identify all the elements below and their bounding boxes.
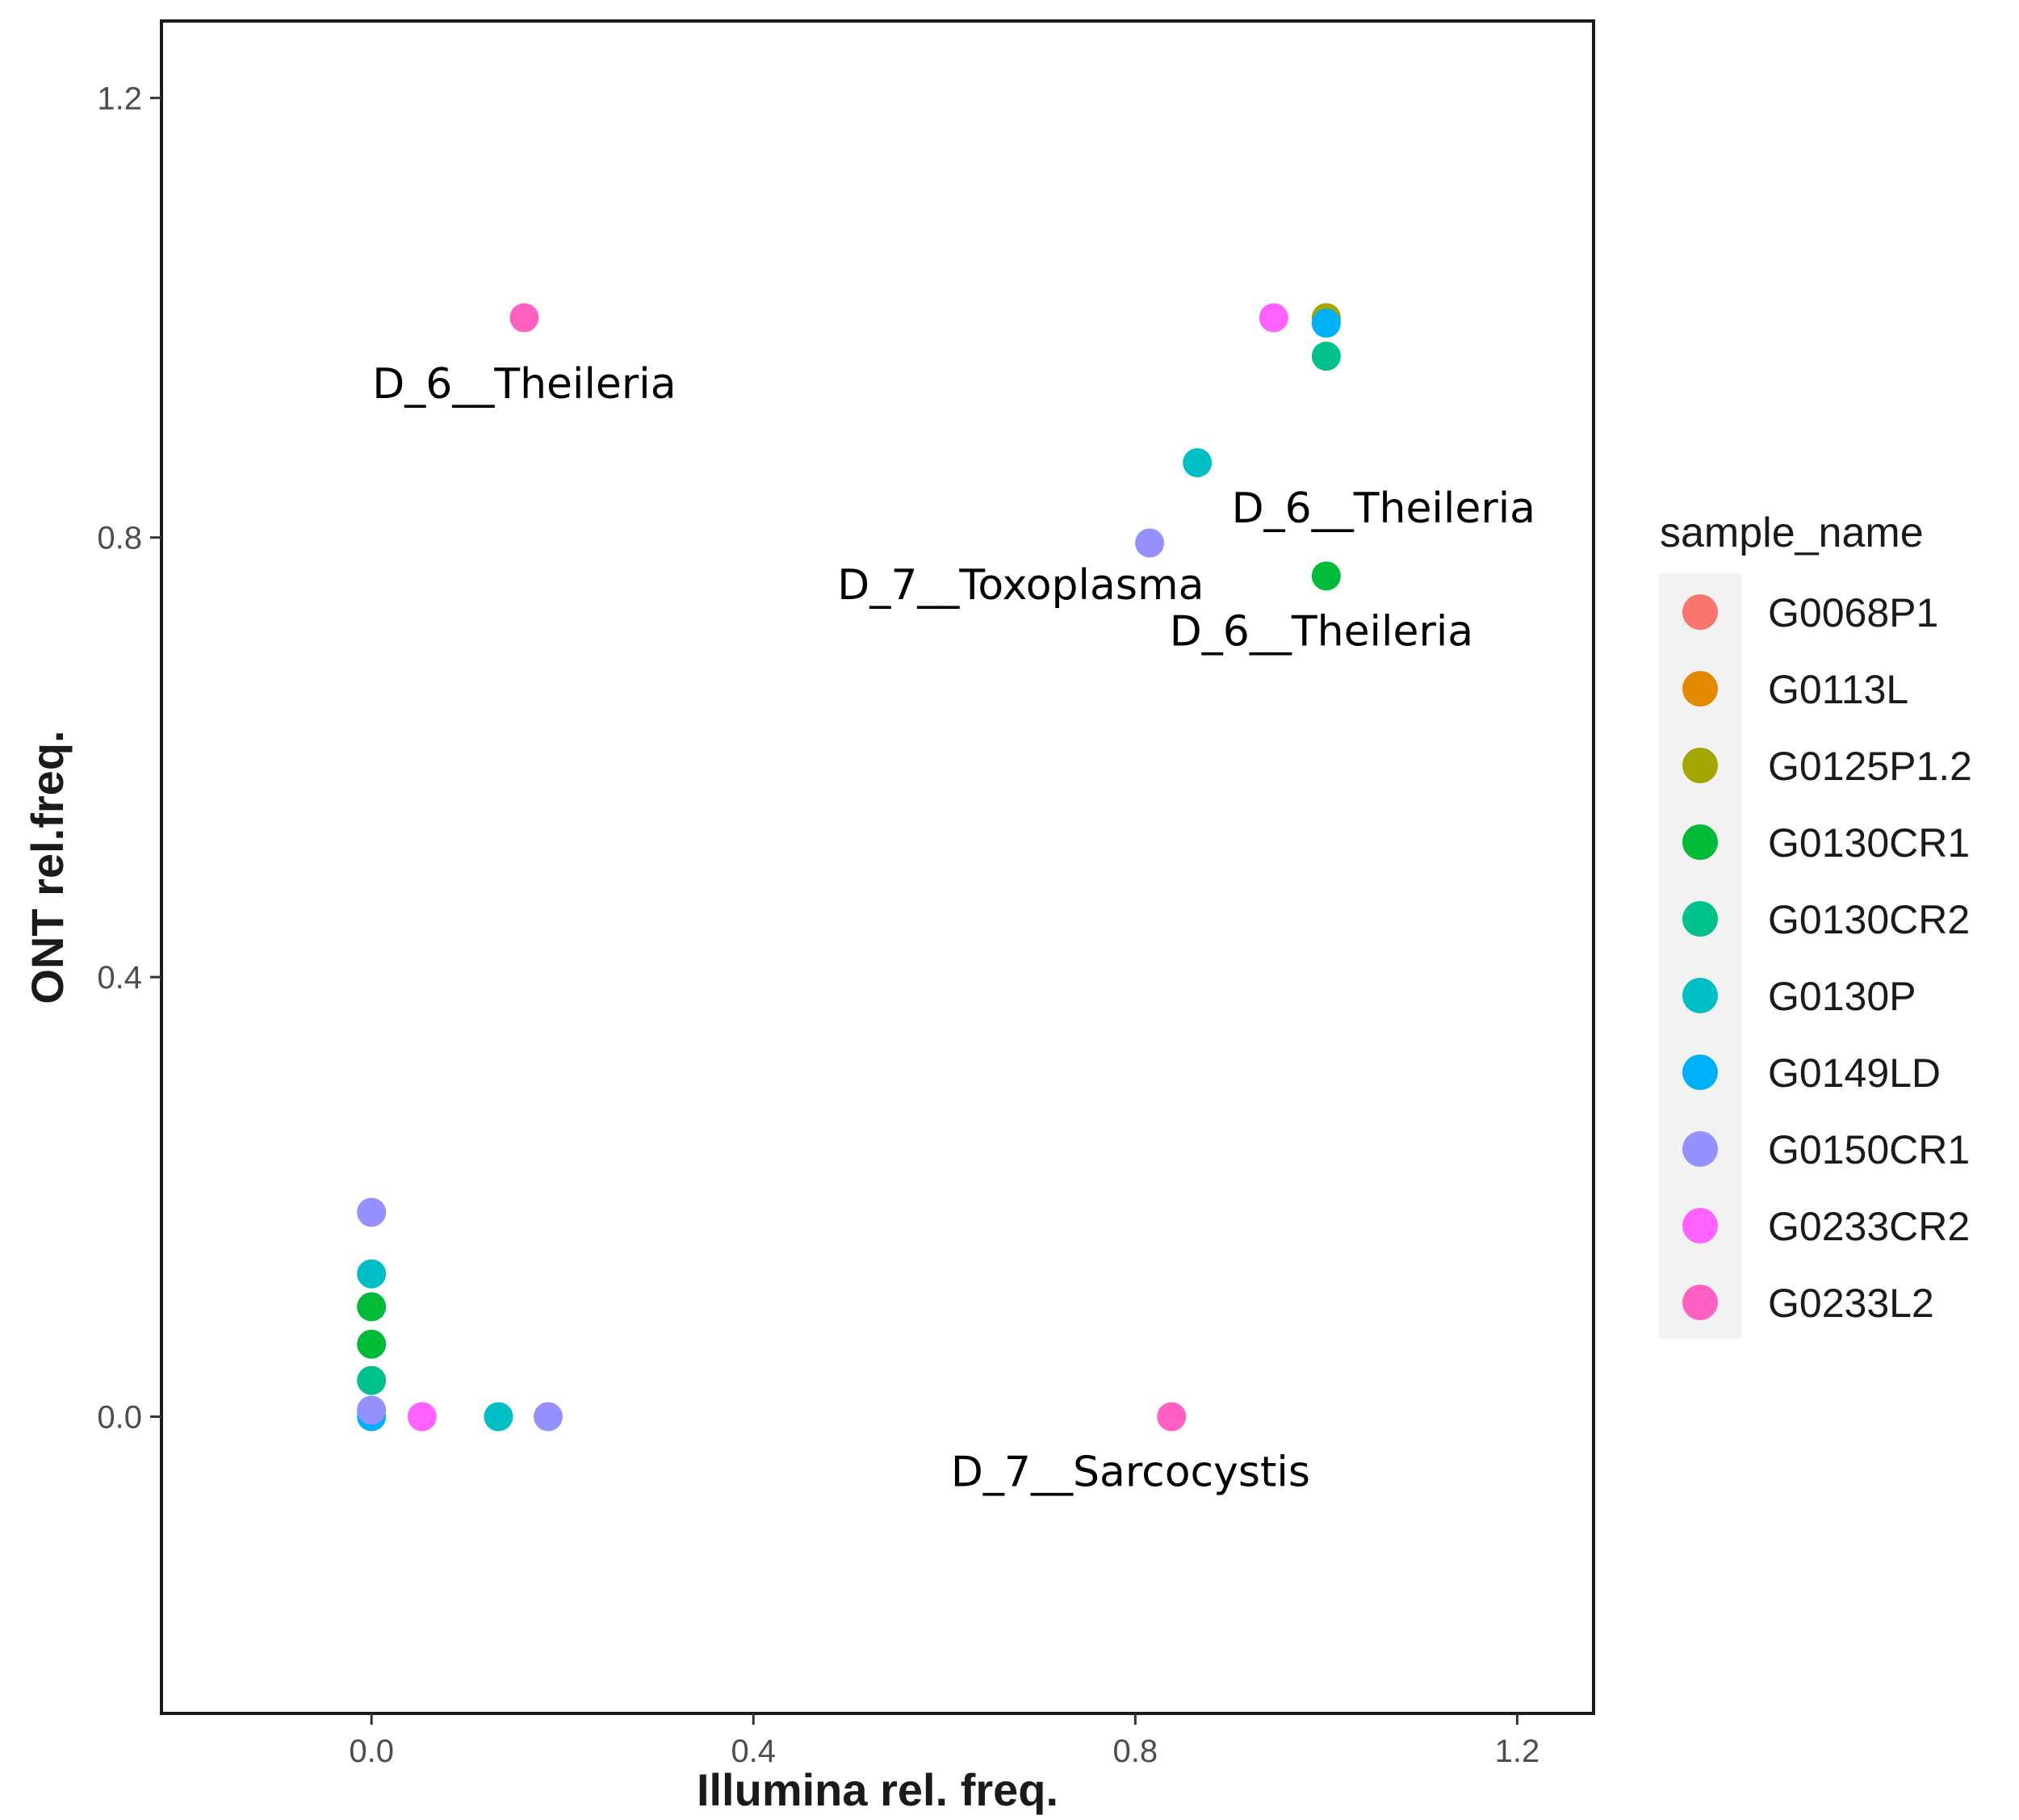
data-point xyxy=(357,1292,387,1322)
legend-label: G0233L2 xyxy=(1768,1281,1934,1326)
point-annotations: D_6__TheileriaD_6__TheileriaD_7__Toxopla… xyxy=(372,360,1535,1496)
y-axis: 0.0 0.4 0.8 1.2 xyxy=(97,81,161,1436)
y-tick-label: 0.0 xyxy=(97,1400,142,1436)
data-point xyxy=(357,1197,387,1227)
data-point xyxy=(1183,448,1213,478)
legend-label: G0125P1.2 xyxy=(1768,744,1972,789)
data-point xyxy=(484,1402,513,1432)
y-tick-label: 0.4 xyxy=(97,960,142,996)
data-point xyxy=(407,1402,437,1432)
data-point xyxy=(1135,528,1165,558)
legend-key xyxy=(1682,824,1718,860)
data-point xyxy=(1311,561,1341,591)
data-point xyxy=(1259,303,1288,333)
legend-key xyxy=(1682,978,1718,1013)
x-axis-title: Illumina rel. freq. xyxy=(697,1764,1058,1815)
x-tick-label: 0.4 xyxy=(731,1734,776,1769)
legend-label: G0130P xyxy=(1768,974,1916,1019)
data-point xyxy=(357,1329,387,1359)
point-label: D_6__Theileria xyxy=(372,360,676,409)
legend-label: G0130CR1 xyxy=(1768,820,1970,866)
data-points xyxy=(357,303,1341,1432)
legend-title: sample_name xyxy=(1660,510,1924,556)
legend-key xyxy=(1682,1055,1718,1090)
legend-key xyxy=(1682,1208,1718,1243)
y-tick-label: 1.2 xyxy=(97,81,142,116)
data-point xyxy=(357,1365,387,1395)
data-point xyxy=(1157,1402,1187,1432)
point-label: D_7__Sarcocystis xyxy=(951,1449,1310,1497)
legend-label: G0113L xyxy=(1768,667,1908,712)
plot-panel xyxy=(160,19,1595,1715)
point-label: D_6__Theileria xyxy=(1170,607,1473,656)
legend-label: G0149LD xyxy=(1768,1050,1941,1096)
data-point xyxy=(509,303,539,333)
x-tick-label: 1.2 xyxy=(1495,1734,1540,1769)
legend-items: G0068P1 G0113L G0125P1.2 G0130CR1 G0130CR2 G0… xyxy=(1682,590,1972,1326)
data-point xyxy=(357,1259,387,1289)
point-label: D_7__Toxoplasma xyxy=(837,561,1204,610)
legend-key xyxy=(1682,748,1718,783)
legend-key xyxy=(1682,594,1718,630)
x-axis: 0.0 0.4 0.8 1.2 xyxy=(349,1713,1539,1769)
legend-label: G0130CR2 xyxy=(1768,897,1970,942)
x-tick-label: 0.0 xyxy=(349,1734,394,1769)
legend-label: G0233CR2 xyxy=(1768,1204,1970,1249)
legend-key xyxy=(1682,1131,1718,1167)
legend-key xyxy=(1682,901,1718,937)
legend: sample_name G0068P1 G0113L G0125P1.2 G0130C… xyxy=(1659,510,1972,1339)
data-point xyxy=(533,1402,563,1432)
data-point xyxy=(1311,342,1341,371)
x-tick-label: 0.8 xyxy=(1113,1734,1158,1769)
legend-key xyxy=(1682,1285,1718,1320)
legend-label: G0068P1 xyxy=(1768,590,1938,635)
y-axis-title: ONT rel.freq. xyxy=(22,730,73,1004)
legend-label: G0150CR1 xyxy=(1768,1127,1970,1172)
data-point xyxy=(357,1395,387,1425)
point-label: D_6__Theileria xyxy=(1232,484,1535,533)
data-point xyxy=(1311,308,1341,338)
y-tick-label: 0.8 xyxy=(97,521,142,556)
legend-key xyxy=(1682,671,1718,707)
